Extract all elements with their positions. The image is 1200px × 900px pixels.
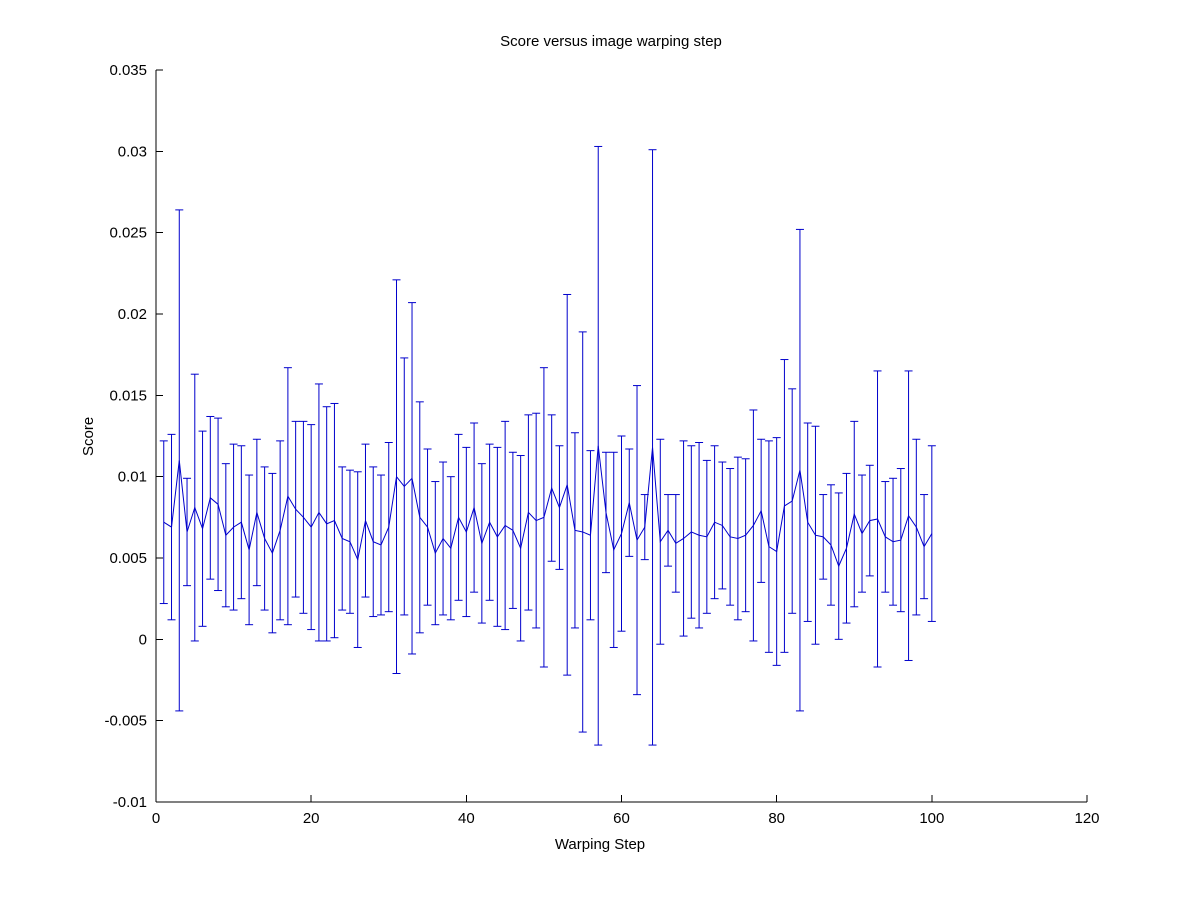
chart-title: Score versus image warping step: [0, 33, 1200, 50]
y-tick-label: 0.035: [109, 62, 147, 79]
y-axis-label: Score: [80, 416, 97, 456]
y-tick-label: 0.005: [109, 550, 147, 567]
x-tick-label: 40: [458, 810, 475, 827]
chart-title-text: Score versus image warping step: [500, 33, 722, 50]
y-tick-label: -0.005: [104, 713, 147, 730]
x-tick-label: 120: [1074, 810, 1099, 827]
y-tick-label: 0: [139, 631, 147, 648]
y-tick-label: 0.015: [109, 387, 147, 404]
x-tick-label: 0: [152, 810, 160, 827]
x-tick-label: 100: [919, 810, 944, 827]
y-tick-label: 0.03: [118, 143, 147, 160]
y-tick-label: 0.025: [109, 225, 147, 242]
x-axis-label: Warping Step: [554, 836, 646, 853]
x-tick-label: 60: [613, 810, 630, 827]
errorbar-series: [159, 145, 936, 746]
y-tick-label: 0.01: [118, 469, 147, 486]
y-tick-label: -0.01: [113, 794, 147, 811]
x-tick-label: 80: [768, 810, 785, 827]
mean-line: [163, 445, 933, 568]
x-tick-label: 20: [303, 810, 320, 827]
y-tick-label: 0.02: [118, 306, 147, 323]
